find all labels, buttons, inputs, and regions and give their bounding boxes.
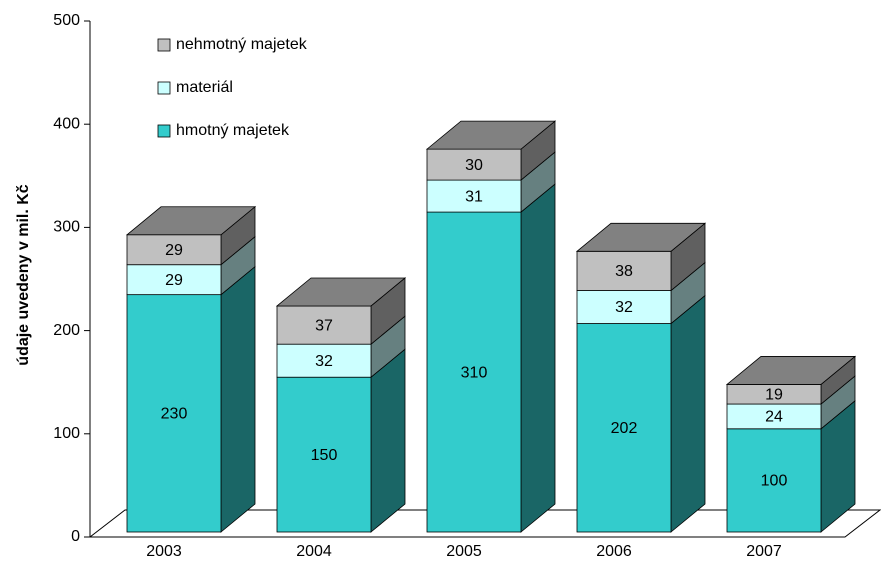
y-tick-label: 500 <box>53 12 80 29</box>
data-label: 19 <box>765 386 783 403</box>
data-label: 150 <box>311 447 338 464</box>
legend-label: hmotný majetek <box>176 122 290 139</box>
x-tick-label: 2003 <box>146 543 182 560</box>
bar-side <box>220 265 256 533</box>
data-label: 38 <box>615 263 633 280</box>
y-tick-label: 0 <box>71 528 80 545</box>
bar-top <box>125 206 257 236</box>
bar-side <box>670 294 706 533</box>
floor <box>88 509 881 538</box>
y-tick-label: 400 <box>53 115 80 132</box>
legend-swatch <box>157 81 171 95</box>
data-label: 24 <box>765 409 783 426</box>
y-tick-label: 200 <box>53 322 80 339</box>
x-tick-label: 2006 <box>596 543 632 560</box>
bar <box>126 294 222 533</box>
y-tick-label: 100 <box>53 425 80 442</box>
data-label: 100 <box>761 473 788 490</box>
legend-label: materiál <box>176 79 233 96</box>
bar <box>576 323 672 533</box>
x-tick-label: 2007 <box>746 543 782 560</box>
bar-top <box>725 356 857 385</box>
data-label: 29 <box>165 272 183 289</box>
bar-side <box>520 183 556 533</box>
legend-label: nehmotný majetek <box>176 36 308 53</box>
bar <box>426 148 522 181</box>
data-label: 37 <box>315 317 333 334</box>
bar <box>426 211 522 533</box>
bar <box>426 179 522 213</box>
bar <box>126 264 222 296</box>
y-axis-label: údaje uvedeny v mil. Kč <box>15 184 32 366</box>
bar-side <box>370 348 406 533</box>
data-label: 32 <box>315 353 333 370</box>
data-label: 202 <box>611 420 638 437</box>
bar <box>726 428 822 533</box>
data-label: 31 <box>465 188 483 205</box>
legend-swatch <box>157 124 171 138</box>
legend-swatch <box>157 38 171 52</box>
bar-top <box>425 120 557 150</box>
bar-top <box>275 277 407 307</box>
y-tick-label: 300 <box>53 219 80 236</box>
data-label: 29 <box>165 242 183 259</box>
data-label: 32 <box>615 299 633 316</box>
data-label: 310 <box>461 364 488 381</box>
bar <box>276 376 372 533</box>
bar <box>276 305 372 345</box>
data-label: 230 <box>161 406 188 423</box>
data-label: 30 <box>465 157 483 174</box>
bar <box>576 290 672 324</box>
bar <box>726 403 822 430</box>
bar-top <box>575 222 707 252</box>
x-tick-label: 2004 <box>296 543 332 560</box>
x-tick-label: 2005 <box>446 543 482 560</box>
